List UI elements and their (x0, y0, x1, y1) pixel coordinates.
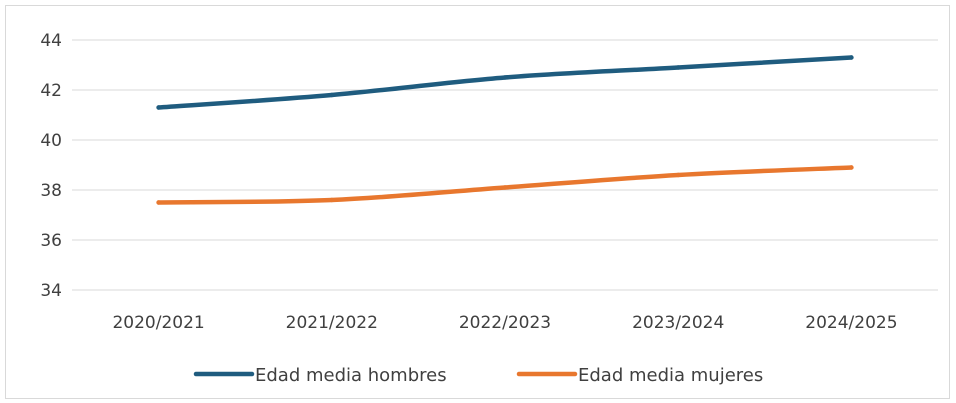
data-point (329, 197, 334, 203)
legend-label: Edad media mujeres (578, 365, 763, 386)
y-tick-label: 40 (40, 131, 62, 151)
x-tick-label: 2021/2022 (286, 313, 378, 333)
x-tick-label: 2022/2023 (459, 313, 551, 333)
data-point (329, 92, 334, 98)
series-lines (156, 55, 854, 205)
y-tick-label: 44 (40, 31, 62, 51)
data-point (156, 105, 161, 110)
legend-label: Edad media hombres (255, 365, 447, 386)
data-point (676, 65, 681, 70)
data-point (676, 172, 681, 178)
y-tick-label: 36 (40, 231, 62, 251)
x-tick-label: 2020/2021 (112, 313, 204, 333)
x-tick-label: 2023/2024 (632, 313, 724, 333)
y-tick-label: 34 (40, 281, 62, 301)
y-tick-label: 42 (40, 81, 62, 101)
y-tick-label: 38 (40, 181, 62, 201)
x-axis-ticks: 2020/2021 2021/2022 2022/2023 2023/2024 2024… (112, 313, 897, 333)
data-point (849, 165, 854, 170)
grid-lines (72, 39, 938, 291)
data-point (849, 55, 854, 60)
series-line-hombres (156, 55, 854, 110)
series-line-mujeres (156, 165, 854, 205)
y-axis-ticks: 34 36 38 40 42 44 (40, 31, 62, 301)
x-tick-label: 2024/2025 (805, 313, 897, 333)
data-point (156, 200, 161, 205)
data-point (502, 185, 508, 190)
legend: Edad media hombres Edad media mujeres (193, 365, 763, 386)
data-point (502, 75, 508, 80)
